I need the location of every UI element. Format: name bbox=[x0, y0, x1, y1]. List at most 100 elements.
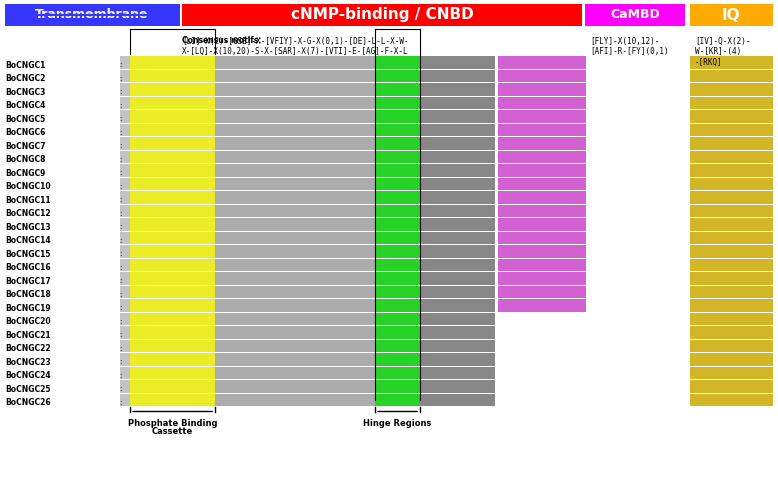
Text: BoCNGC5: BoCNGC5 bbox=[5, 115, 45, 124]
FancyBboxPatch shape bbox=[690, 259, 773, 271]
FancyBboxPatch shape bbox=[690, 299, 773, 312]
Text: BoCNGC24: BoCNGC24 bbox=[5, 371, 51, 380]
FancyBboxPatch shape bbox=[690, 205, 773, 217]
Text: BoCNGC26: BoCNGC26 bbox=[5, 399, 51, 407]
Text: BoCNGC18: BoCNGC18 bbox=[5, 290, 51, 299]
FancyBboxPatch shape bbox=[130, 340, 215, 352]
FancyBboxPatch shape bbox=[375, 286, 420, 298]
FancyBboxPatch shape bbox=[498, 178, 586, 190]
FancyBboxPatch shape bbox=[498, 56, 586, 69]
FancyBboxPatch shape bbox=[375, 259, 420, 271]
Text: Transmembrane: Transmembrane bbox=[35, 9, 149, 22]
FancyBboxPatch shape bbox=[130, 164, 215, 177]
FancyBboxPatch shape bbox=[215, 70, 375, 82]
Text: :: : bbox=[119, 211, 121, 217]
FancyBboxPatch shape bbox=[690, 232, 773, 244]
FancyBboxPatch shape bbox=[120, 164, 130, 177]
FancyBboxPatch shape bbox=[215, 367, 375, 379]
FancyBboxPatch shape bbox=[420, 380, 495, 393]
FancyBboxPatch shape bbox=[130, 124, 215, 136]
Text: :: : bbox=[119, 333, 121, 338]
FancyBboxPatch shape bbox=[215, 97, 375, 109]
FancyBboxPatch shape bbox=[130, 259, 215, 271]
FancyBboxPatch shape bbox=[375, 178, 420, 190]
FancyBboxPatch shape bbox=[690, 340, 773, 352]
FancyBboxPatch shape bbox=[498, 205, 586, 217]
Text: BoCNGC25: BoCNGC25 bbox=[5, 385, 51, 394]
FancyBboxPatch shape bbox=[690, 151, 773, 163]
FancyBboxPatch shape bbox=[498, 124, 586, 136]
FancyBboxPatch shape bbox=[498, 272, 586, 285]
FancyBboxPatch shape bbox=[375, 205, 420, 217]
FancyBboxPatch shape bbox=[130, 380, 215, 393]
FancyBboxPatch shape bbox=[182, 4, 582, 26]
Text: Consensus motifs:: Consensus motifs: bbox=[182, 36, 261, 45]
FancyBboxPatch shape bbox=[130, 299, 215, 312]
FancyBboxPatch shape bbox=[130, 56, 215, 69]
Text: :: : bbox=[119, 292, 121, 298]
FancyBboxPatch shape bbox=[420, 70, 495, 82]
Text: BoCNGC2: BoCNGC2 bbox=[5, 74, 45, 83]
FancyBboxPatch shape bbox=[130, 313, 215, 325]
FancyBboxPatch shape bbox=[690, 326, 773, 339]
FancyBboxPatch shape bbox=[375, 164, 420, 177]
FancyBboxPatch shape bbox=[130, 272, 215, 285]
Text: BoCNGC23: BoCNGC23 bbox=[5, 358, 51, 367]
FancyBboxPatch shape bbox=[120, 286, 130, 298]
FancyBboxPatch shape bbox=[375, 56, 420, 69]
FancyBboxPatch shape bbox=[690, 286, 773, 298]
Text: :: : bbox=[119, 143, 121, 149]
FancyArrowPatch shape bbox=[11, 10, 175, 20]
FancyBboxPatch shape bbox=[120, 97, 130, 109]
FancyBboxPatch shape bbox=[690, 313, 773, 325]
FancyBboxPatch shape bbox=[498, 191, 586, 204]
FancyBboxPatch shape bbox=[420, 124, 495, 136]
FancyBboxPatch shape bbox=[498, 245, 586, 258]
FancyBboxPatch shape bbox=[498, 286, 586, 298]
FancyBboxPatch shape bbox=[215, 380, 375, 393]
FancyBboxPatch shape bbox=[498, 232, 586, 244]
FancyBboxPatch shape bbox=[130, 218, 215, 231]
FancyBboxPatch shape bbox=[215, 272, 375, 285]
FancyBboxPatch shape bbox=[215, 259, 375, 271]
FancyBboxPatch shape bbox=[690, 272, 773, 285]
FancyBboxPatch shape bbox=[130, 178, 215, 190]
Text: BoCNGC8: BoCNGC8 bbox=[5, 155, 45, 164]
Text: :: : bbox=[119, 130, 121, 136]
FancyBboxPatch shape bbox=[420, 151, 495, 163]
Text: :: : bbox=[119, 400, 121, 406]
FancyBboxPatch shape bbox=[498, 151, 586, 163]
FancyBboxPatch shape bbox=[375, 394, 420, 406]
FancyBboxPatch shape bbox=[130, 394, 215, 406]
FancyBboxPatch shape bbox=[215, 178, 375, 190]
FancyBboxPatch shape bbox=[375, 340, 420, 352]
FancyBboxPatch shape bbox=[120, 313, 130, 325]
FancyBboxPatch shape bbox=[375, 124, 420, 136]
Text: BoCNGC19: BoCNGC19 bbox=[5, 304, 51, 313]
FancyBboxPatch shape bbox=[120, 56, 130, 69]
Text: BoCNGC11: BoCNGC11 bbox=[5, 196, 51, 205]
FancyBboxPatch shape bbox=[130, 326, 215, 339]
FancyBboxPatch shape bbox=[215, 232, 375, 244]
Text: :: : bbox=[119, 184, 121, 190]
FancyBboxPatch shape bbox=[215, 394, 375, 406]
FancyBboxPatch shape bbox=[690, 394, 773, 406]
FancyBboxPatch shape bbox=[375, 137, 420, 150]
FancyBboxPatch shape bbox=[120, 380, 130, 393]
FancyBboxPatch shape bbox=[120, 151, 130, 163]
Text: :: : bbox=[119, 346, 121, 352]
Text: :: : bbox=[119, 373, 121, 379]
Text: :: : bbox=[119, 387, 121, 392]
Text: IQ: IQ bbox=[722, 8, 741, 23]
FancyBboxPatch shape bbox=[215, 205, 375, 217]
FancyBboxPatch shape bbox=[130, 83, 215, 96]
Text: :: : bbox=[119, 306, 121, 311]
FancyBboxPatch shape bbox=[690, 83, 773, 96]
FancyBboxPatch shape bbox=[120, 394, 130, 406]
FancyBboxPatch shape bbox=[120, 83, 130, 96]
FancyBboxPatch shape bbox=[375, 313, 420, 325]
FancyBboxPatch shape bbox=[120, 245, 130, 258]
FancyBboxPatch shape bbox=[130, 245, 215, 258]
FancyBboxPatch shape bbox=[690, 4, 773, 26]
FancyBboxPatch shape bbox=[420, 218, 495, 231]
